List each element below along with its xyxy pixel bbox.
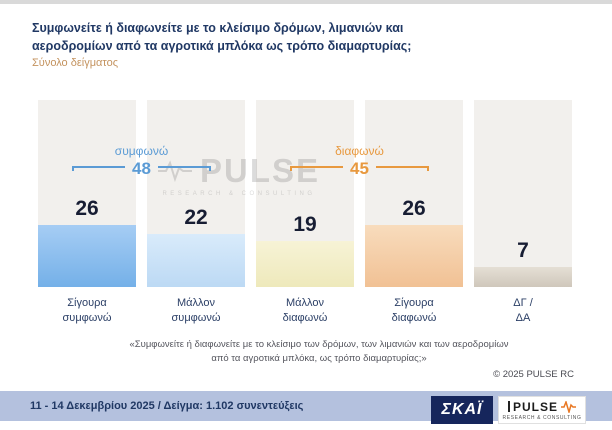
bar-column-5: 7 ΔΓ / ΔΑ — [474, 100, 572, 326]
group-label: συμφωνώ — [114, 144, 169, 158]
bar — [147, 234, 245, 287]
skai-logo: ΣΚΑΪ — [431, 396, 493, 424]
pulse-logo-waveform-icon — [561, 400, 576, 413]
bar-track: 19 — [256, 100, 354, 287]
bar-column-4: 26 Σίγουρα διαφωνώ — [365, 100, 463, 326]
group-annotation-συμφωνώ: συμφωνώ 48 — [38, 144, 245, 177]
bar — [365, 224, 463, 287]
logos: ΣΚΑΪ PULSE RESEARCH & CONSULTING — [431, 396, 586, 424]
footnote: «Συμφωνείτε ή διαφωνείτε με το κλείσιμο … — [64, 338, 574, 382]
group-annotation-διαφωνώ: διαφωνώ 45 — [256, 144, 463, 177]
bar — [256, 241, 354, 287]
footnote-line-1: «Συμφωνείτε ή διαφωνείτε με το κλείσιμο … — [129, 339, 509, 350]
bracket-line-left — [290, 166, 344, 171]
bracket-line-right — [157, 166, 212, 171]
bar-value: 7 — [517, 239, 529, 262]
bar-category-label: Σίγουρα διαφωνώ — [391, 297, 437, 324]
sample-subtitle: Σύνολο δείγματος — [32, 57, 119, 69]
footnote-line-2: από τα αγροτικά μπλόκα, ως τρόπο διαμαρτ… — [211, 353, 427, 365]
bar-category-label: Σίγουρα συμφωνώ — [62, 297, 112, 324]
pulse-logo-subtext: RESEARCH & CONSULTING — [502, 414, 582, 421]
bar-category-label: Μάλλον συμφωνώ — [171, 297, 221, 324]
bar-track: 22 — [147, 100, 245, 287]
bar-value: 26 — [75, 196, 99, 220]
top-edge-divider — [0, 0, 612, 4]
bar-track: 7 — [474, 100, 572, 287]
pulse-logo: PULSE RESEARCH & CONSULTING — [498, 396, 586, 424]
bar — [474, 267, 572, 287]
group-value: 45 — [350, 159, 369, 178]
title-line-2: αεροδρομίων από τα αγροτικά μπλόκα ως τρ… — [32, 38, 412, 53]
copyright: © 2025 PULSE RC — [493, 368, 574, 380]
bar-value: 22 — [184, 206, 208, 230]
page-title: Συμφωνείτε ή διαφωνείτε με το κλείσιμο δ… — [32, 20, 411, 55]
bar-track: 26 — [365, 100, 463, 287]
bar-column-1: 26 Σίγουρα συμφωνώ — [38, 100, 136, 326]
bracket-line-left — [72, 166, 126, 171]
bar-track: 26 — [38, 100, 136, 287]
bar-column-2: 22 Μάλλον συμφωνώ — [147, 100, 245, 326]
footer-strip: 11 - 14 Δεκεμβρίου 2025 / Δείγμα: 1.102 … — [0, 391, 612, 424]
bar-value: 26 — [402, 196, 426, 220]
bar-chart: PULSE RESEARCH & CONSULTING συμφωνώ 48 δια… — [38, 100, 572, 326]
bar-category-label: ΔΓ / ΔΑ — [513, 297, 533, 324]
survey-info: 11 - 14 Δεκεμβρίου 2025 / Δείγμα: 1.102 … — [30, 400, 304, 412]
group-label: διαφωνώ — [335, 144, 384, 158]
bar-columns: 26 Σίγουρα συμφωνώ 22 Μάλλον συμφωνώ 19 Μάλλον δ… — [38, 100, 572, 326]
pulse-logo-text: PULSE — [512, 399, 558, 414]
title-line-1: Συμφωνείτε ή διαφωνείτε με το κλείσιμο δ… — [32, 21, 404, 35]
bar-column-3: 19 Μάλλον διαφωνώ — [256, 100, 354, 326]
bar — [38, 224, 136, 287]
bracket-line-right — [375, 166, 430, 171]
pulse-logo-divider — [507, 401, 510, 412]
bar-category-label: Μάλλον διαφωνώ — [282, 297, 328, 324]
bar-value: 19 — [293, 213, 317, 237]
group-value: 48 — [132, 159, 151, 178]
